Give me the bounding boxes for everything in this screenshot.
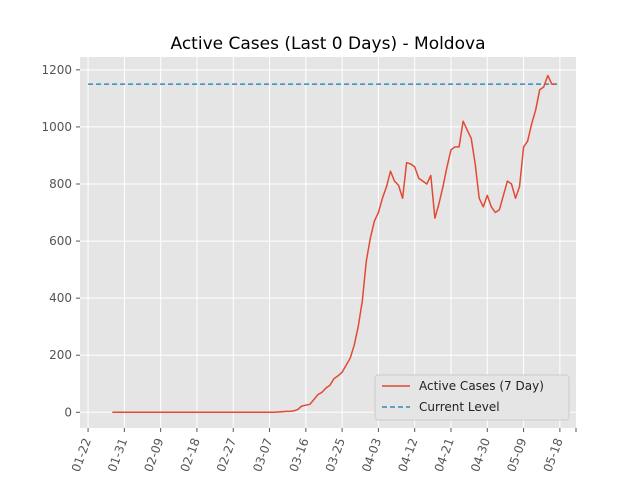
y-tick-label: 1000 [41,120,72,134]
x-tick-label: 04-03 [359,436,384,474]
y-tick-label: 1200 [41,63,72,77]
x-tick-label: 05-09 [504,436,529,474]
legend: Active Cases (7 Day) Current Level [374,374,570,421]
y-tick-label: 800 [49,177,72,191]
plot-area [80,57,576,428]
x-tick-label: 04-21 [432,436,457,474]
legend-box [374,374,570,421]
y-tick-label: 200 [49,348,72,362]
y-tick-label: 400 [49,291,72,305]
legend-label-current-level: Current Level [419,400,500,414]
x-tick-label: 04-30 [468,436,493,474]
x-tick-label: 04-12 [395,436,420,474]
y-tick-label: 0 [64,405,72,419]
series-layer [88,74,560,414]
x-tick-label: 02-18 [178,436,203,474]
x-tick-label: 03-07 [250,436,275,474]
x-axis: 01-22 01-31 02-09 02-18 02-27 03-07 03-16 03-25… [69,428,577,474]
x-tick-label: 02-27 [214,436,239,474]
x-tick-label: 03-25 [323,436,348,474]
y-axis: 0 200 400 600 800 1000 1200 [41,63,80,419]
x-tick-label: 01-22 [69,436,94,474]
legend-label-active-cases: Active Cases (7 Day) [419,379,544,393]
x-tick-label: 05-18 [541,436,566,474]
series-active-cases [112,74,556,414]
grid [80,57,576,428]
x-tick-label: 02-09 [141,436,166,474]
x-tick-label: 01-31 [105,436,130,474]
chart-title: Active Cases (Last 0 Days) - Moldova [171,34,486,54]
x-tick-label: 03-16 [287,436,312,474]
y-tick-label: 600 [49,234,72,248]
